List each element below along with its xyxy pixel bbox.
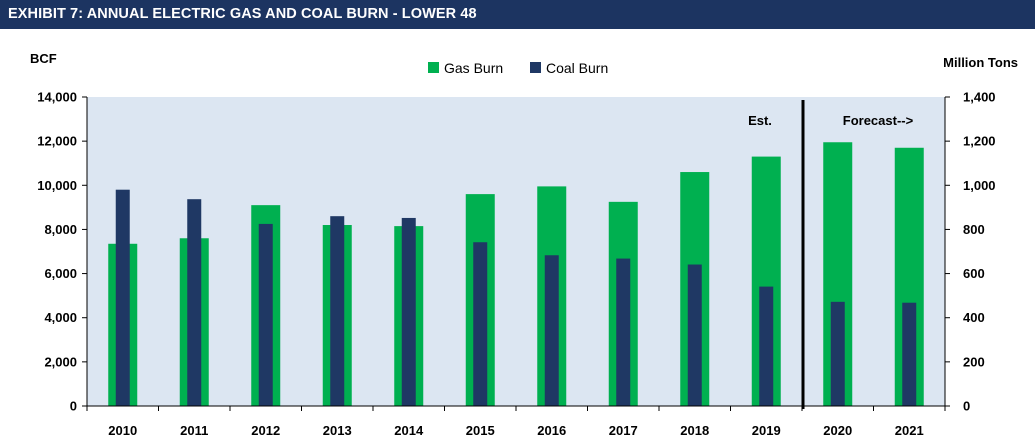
legend-label-coal: Coal Burn (546, 60, 608, 76)
x-tick-label: 2019 (752, 423, 781, 438)
x-tick-label: 2020 (823, 423, 852, 438)
bar-coal-2019 (759, 286, 774, 406)
y-tick-label-right: 0 (963, 399, 970, 414)
y-tick-label-left: 6,000 (44, 266, 77, 281)
y-tick-label-left: 14,000 (37, 90, 77, 105)
y-tick-label-left: 2,000 (44, 354, 77, 369)
y-tick-label-left: 12,000 (37, 134, 77, 149)
x-tick-label: 2017 (609, 423, 638, 438)
bar-coal-2014 (401, 217, 416, 406)
legend: Gas Burn Coal Burn (428, 60, 608, 76)
estimate-annotation: Est. (748, 113, 772, 128)
bar-coal-2015 (473, 242, 488, 406)
x-tick-label: 2015 (466, 423, 495, 438)
y-tick-label-right: 400 (963, 310, 985, 325)
y-tick-label-left: 10,000 (37, 178, 77, 193)
y-tick-label-right: 1,200 (963, 134, 996, 149)
y-tick-label-right: 1,400 (963, 90, 996, 105)
bar-coal-2016 (544, 255, 559, 406)
legend-swatch-gas (428, 62, 439, 73)
x-tick-label: 2011 (180, 423, 208, 438)
y-tick-label-right: 1,000 (963, 178, 996, 193)
bar-coal-2012 (258, 223, 273, 406)
bar-coal-2013 (330, 216, 345, 406)
legend-label-gas: Gas Burn (444, 60, 503, 76)
x-tick-label: 2012 (251, 423, 280, 438)
y-tick-label-left: 0 (70, 399, 77, 414)
bar-coal-2021 (902, 302, 917, 406)
x-tick-label: 2010 (108, 423, 137, 438)
y-axis-title-right: Million Tons (943, 55, 1018, 70)
y-tick-label-right: 800 (963, 222, 985, 237)
x-tick-label: 2016 (537, 423, 566, 438)
y-tick-label-right: 200 (963, 354, 985, 369)
x-tick-label: 2021 (895, 423, 924, 438)
chart-header: EXHIBIT 7: ANNUAL ELECTRIC GAS AND COAL … (0, 0, 1035, 29)
plot-area (87, 97, 945, 406)
bar-coal-2011 (187, 199, 202, 406)
bar-coal-2010 (115, 189, 130, 406)
bar-chart: 02,0004,0006,0008,00010,00012,00014,000 … (30, 51, 1018, 438)
bar-coal-2018 (687, 264, 702, 406)
y-tick-label-right: 600 (963, 266, 985, 281)
forecast-annotation: Forecast--> (843, 113, 914, 128)
bar-coal-2020 (830, 301, 845, 406)
bar-coal-2017 (616, 258, 631, 406)
x-tick-label: 2018 (680, 423, 709, 438)
legend-swatch-coal (530, 62, 541, 73)
y-axis-title-left: BCF (30, 51, 57, 66)
y-tick-label-left: 4,000 (44, 310, 77, 325)
y-tick-label-left: 8,000 (44, 222, 77, 237)
x-tick-label: 2013 (323, 423, 352, 438)
x-tick-label: 2014 (394, 423, 424, 438)
